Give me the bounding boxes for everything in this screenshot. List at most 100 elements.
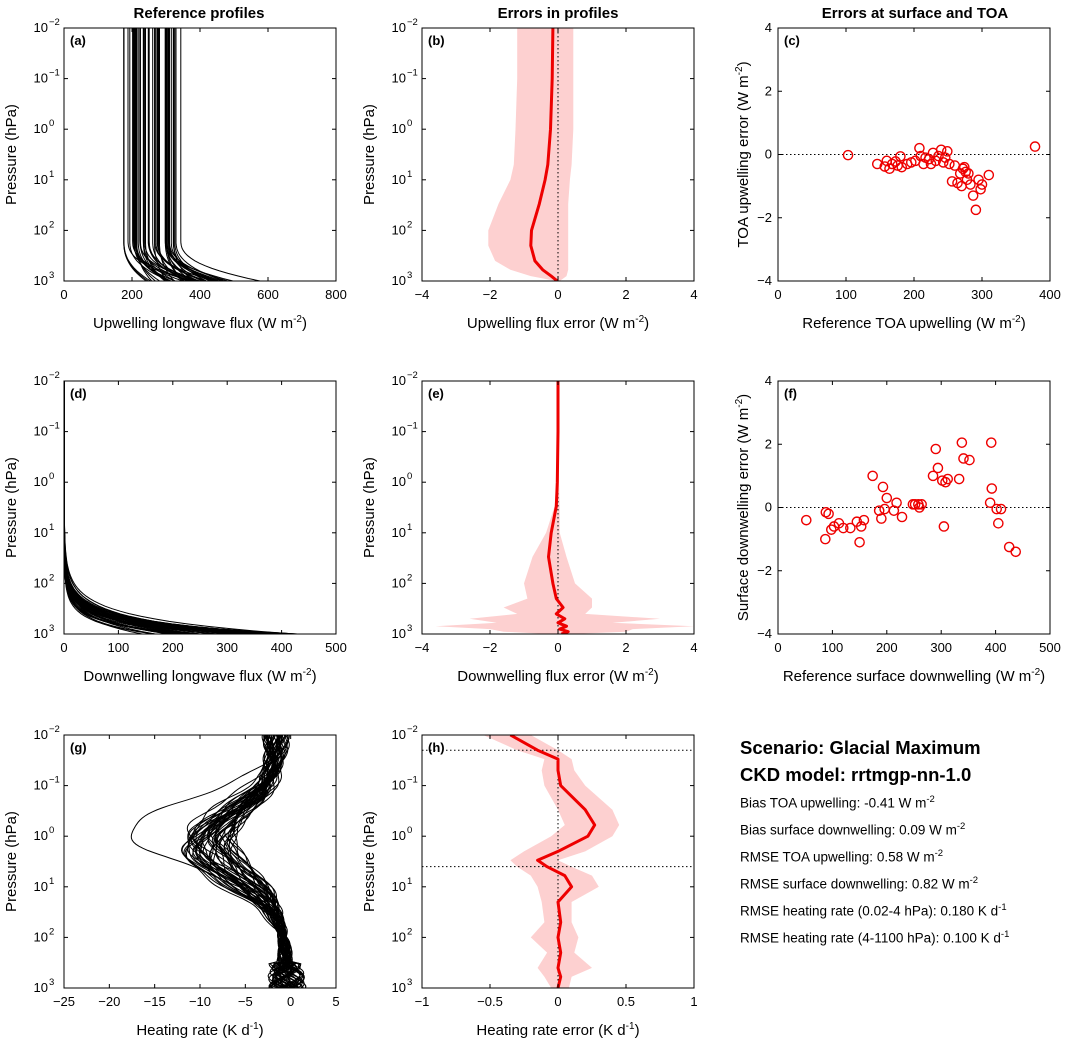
scatter-point [842,149,854,161]
mean-error-line [547,381,570,634]
summary-stat-unit-exponent: -2 [969,875,979,886]
x-tick-label: 5 [332,994,339,1009]
y-tick-exponent: 2 [49,926,54,937]
x-axis-label: Heating rate error (K d-1) [476,1021,639,1039]
x-tick-label: −25 [53,994,75,1009]
y-tick-exponent: −1 [407,775,418,786]
plot-area [488,28,574,281]
profile-line [208,735,297,988]
scatter-point [944,158,955,170]
scatter-point [942,473,954,485]
y-axis-label: Pressure (hPa) [361,104,378,205]
y-axis-label-text: Pressure (hPa) [3,457,20,558]
y-tick-label: 10 [392,727,406,742]
scatter-point [896,511,908,523]
axes-frame [63,380,337,635]
profile-line [218,735,295,988]
y-tick-label: 10 [392,424,406,439]
profile-line [134,28,170,281]
y-tick-label: 2 [765,436,772,451]
x-axis-label-text: Downwelling flux error (W m [457,668,645,685]
x-tick-label: 600 [257,287,279,302]
x-tick-label: 500 [1039,640,1061,655]
x-tick-label: 4 [690,640,697,655]
x-tick-label: 300 [930,640,952,655]
x-axis-label-close: ) [644,315,649,332]
profile-line [129,28,170,281]
x-axis-label: Upwelling longwave flux (W m-2) [93,314,307,332]
summary-stat-text: RMSE surface downwelling: 0.82 W m [740,876,970,892]
y-tick-exponent: −2 [49,724,60,735]
profile-line [145,28,167,281]
y-tick-label: 4 [765,373,772,388]
x-axis-label-close: ) [1021,315,1026,332]
scatter-point [984,497,996,509]
y-tick-label: 10 [34,222,48,237]
x-axis-label-exponent: -2 [645,667,654,678]
x-tick-label: 800 [325,287,347,302]
profile-line [134,28,184,281]
profile-line [64,381,280,634]
scatter-point [845,522,856,534]
y-tick-exponent: 2 [407,219,412,230]
scatter-point [914,142,925,154]
x-tick-label: −0.5 [477,994,503,1009]
x-axis-label-close: ) [259,1022,264,1039]
summary-stat: Bias TOA upwelling: -0.41 W m-2 [740,788,1080,815]
x-tick-label: −5 [238,994,253,1009]
profile-line [180,28,261,281]
x-tick-label: 0 [60,640,67,655]
y-tick-exponent: 1 [407,876,412,887]
panel-label: (g) [70,740,87,755]
y-tick-label: 10 [392,879,406,894]
profile-line [152,28,188,281]
profile-line [154,28,215,281]
y-tick-label: 10 [392,373,406,388]
y-tick-label: 0 [765,500,772,515]
scatter-point [975,183,986,195]
y-axis-label-text: Pressure (hPa) [361,457,378,558]
scatter-point [970,204,982,216]
profile-line [64,381,288,634]
scatter-point [879,503,890,515]
profile-line [215,735,294,988]
y-tick-label: 10 [392,626,406,641]
y-tick-label: 10 [34,727,48,742]
scatter-point [877,481,889,493]
y-tick-label: 10 [392,222,406,237]
x-tick-label: 400 [271,640,293,655]
scatter-point [881,492,893,504]
x-tick-label: 200 [162,640,184,655]
y-tick-label: 10 [392,20,406,35]
scatter-point [946,176,958,187]
profile-line [187,735,307,988]
x-tick-label: 0 [774,640,781,655]
y-tick-label: −2 [757,210,772,225]
x-tick-label: 300 [971,287,993,302]
y-axis-label-text: Surface downwelling error (W m [735,408,752,621]
scatter-point [938,521,950,532]
profile-line [64,381,264,634]
profile-line [188,735,300,988]
y-tick-exponent: −2 [407,17,418,28]
scatter-point [873,505,885,516]
x-tick-label: 2 [622,287,629,302]
profile-line [139,28,200,281]
profile-line [64,381,227,634]
summary-stat: RMSE TOA upwelling: 0.58 W m-2 [740,842,1080,869]
y-tick-exponent: −1 [407,68,418,79]
y-tick-label: 10 [34,828,48,843]
profile-line [64,381,250,634]
panel-label: (f) [784,386,797,401]
x-tick-label: 200 [876,640,898,655]
y-axis-label-text: TOA upwelling error (W m [735,75,752,247]
summary-stat-text: RMSE heating rate (0.02-4 hPa): 0.180 K … [740,903,999,919]
y-tick-exponent: −2 [49,17,60,28]
profile-line [64,381,271,634]
scatter-point [963,168,974,179]
scatter-point [858,514,870,526]
y-tick-label: 10 [34,172,48,187]
